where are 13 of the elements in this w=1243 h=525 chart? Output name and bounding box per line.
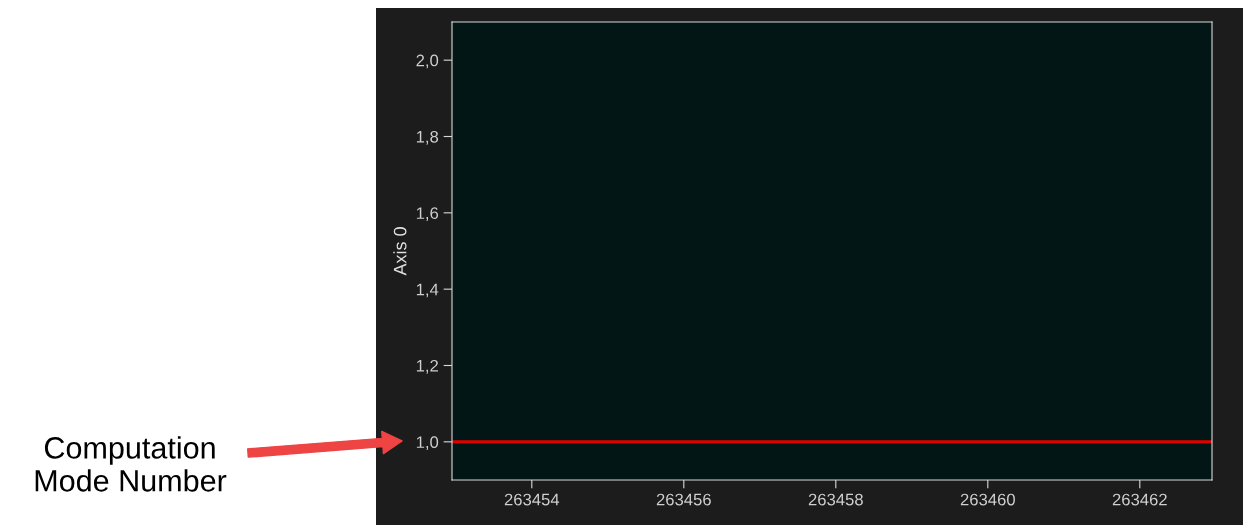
x-tick-label: 263460 bbox=[960, 493, 1015, 506]
y-tick-label: 1,4 bbox=[416, 283, 439, 298]
y-tick-label: 1,2 bbox=[416, 359, 438, 374]
y-tick-label: 1,8 bbox=[416, 130, 439, 145]
y-tick-label: 1,0 bbox=[416, 436, 439, 451]
y-tick-label: 1,6 bbox=[416, 207, 439, 222]
text: Computation Mode Number bbox=[35, 436, 227, 492]
x-tick-label: 263462 bbox=[1112, 493, 1167, 506]
x-tick-label: 263456 bbox=[656, 493, 711, 506]
y-axis-title: Axis 0 bbox=[393, 227, 407, 276]
x-tick-label: 263454 bbox=[504, 493, 560, 506]
x-tick-label: 263458 bbox=[808, 493, 863, 506]
y-tick-label: 2,0 bbox=[416, 54, 439, 69]
